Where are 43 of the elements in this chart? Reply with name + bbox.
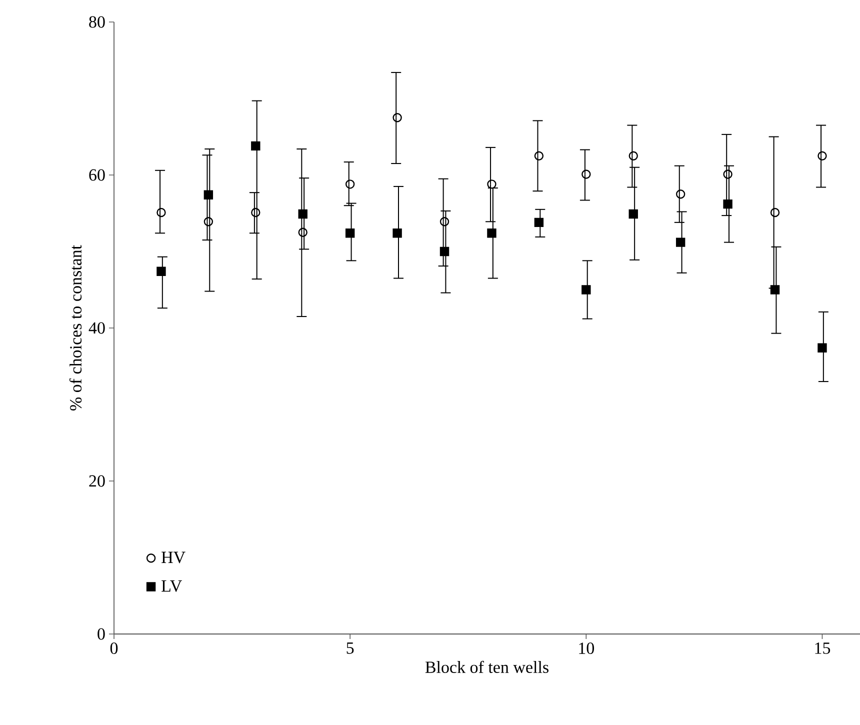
legend-label: HV xyxy=(162,552,186,564)
point xyxy=(251,208,260,218)
y-tick-label: 40 xyxy=(88,322,105,334)
point xyxy=(582,170,591,179)
point xyxy=(534,218,544,228)
y-tick-label: 0 xyxy=(98,628,105,640)
point xyxy=(723,170,732,179)
y-tick-label: 20 xyxy=(89,475,105,487)
point xyxy=(156,266,166,276)
point xyxy=(770,208,780,218)
x-axis-title: Block of ten wells xyxy=(425,660,548,673)
x-tick-label: 0 xyxy=(110,642,118,654)
legend-label: LV xyxy=(162,580,182,592)
point xyxy=(345,228,355,238)
point xyxy=(345,180,355,189)
point xyxy=(204,190,214,200)
point xyxy=(818,151,827,160)
x-tick-label: 15 xyxy=(815,642,830,654)
point xyxy=(298,228,308,237)
point xyxy=(723,199,732,209)
point xyxy=(440,217,450,226)
point xyxy=(204,217,214,226)
x-tick-label: 5 xyxy=(346,642,354,654)
point xyxy=(392,113,402,122)
x-tick-label: 10 xyxy=(579,642,594,654)
point xyxy=(582,285,591,294)
point xyxy=(156,208,166,218)
point xyxy=(676,190,686,199)
point xyxy=(628,151,638,160)
y-tick-label: 60 xyxy=(89,169,105,181)
point xyxy=(251,141,260,151)
point xyxy=(298,209,308,219)
point xyxy=(392,228,402,238)
point xyxy=(818,343,827,352)
point xyxy=(628,209,638,219)
y-axis-title: % of choices to constant xyxy=(69,245,82,410)
point xyxy=(770,285,780,294)
y-tick-label: 80 xyxy=(89,16,105,28)
point xyxy=(487,180,496,189)
point xyxy=(487,228,496,238)
point xyxy=(676,238,686,247)
point xyxy=(534,151,544,160)
point xyxy=(440,246,450,256)
